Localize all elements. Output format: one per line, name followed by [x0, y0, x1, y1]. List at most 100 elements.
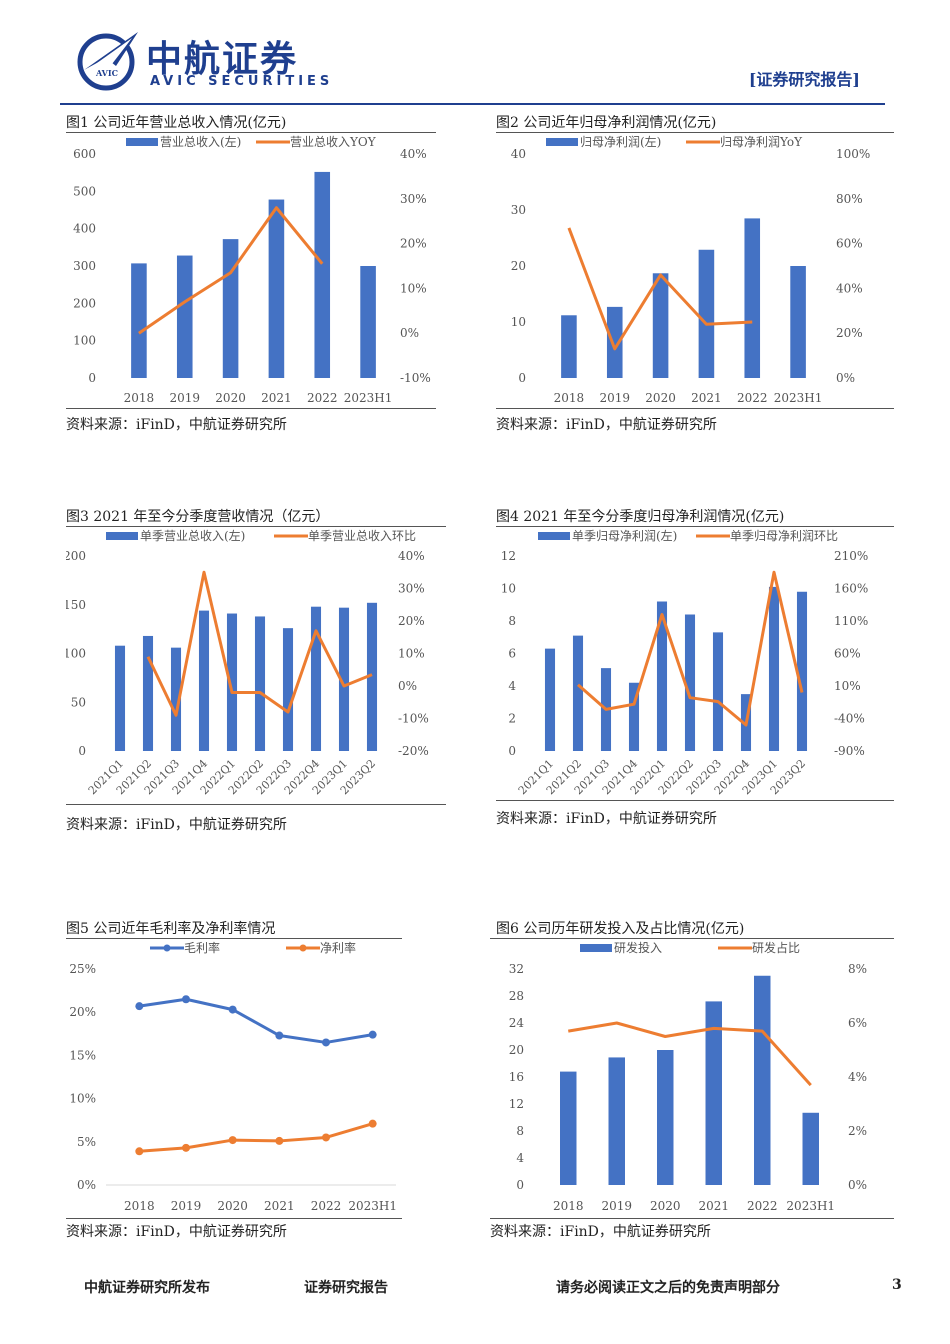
company-logo: AVIC 中航证券 AVIC SECURITIES: [76, 28, 336, 98]
figure-top-rule: [496, 526, 894, 527]
figure-top-rule: [496, 132, 894, 133]
x-axis-tick-label: 2020: [217, 1199, 248, 1213]
x-axis-tick-label: 2020: [645, 391, 676, 405]
bar: [170, 647, 182, 751]
right-axis-tick-label: 20%: [398, 614, 425, 628]
right-axis-tick-label: 160%: [834, 582, 868, 596]
right-axis-tick-label: 60%: [834, 647, 861, 661]
left-axis-tick-label: 10: [501, 582, 516, 596]
left-axis-tick-label: 25%: [69, 962, 96, 976]
avic-plane-icon: AVIC: [77, 32, 138, 91]
bar: [657, 1050, 674, 1185]
x-axis-tick-label: 2018: [553, 1199, 584, 1213]
left-axis-tick-label: 10: [511, 315, 526, 329]
series-line: [139, 997, 373, 1044]
data-point: [228, 1136, 237, 1145]
bar: [796, 591, 808, 751]
left-axis-tick-label: 50: [71, 695, 86, 709]
right-axis-tick-label: 2%: [848, 1124, 867, 1138]
x-axis-tick-label: 2020: [650, 1199, 681, 1213]
bar: [282, 628, 294, 751]
left-axis-tick-label: 20: [511, 259, 526, 273]
right-axis-tick-label: 0%: [836, 371, 855, 385]
right-axis-tick-label: 0%: [398, 679, 417, 693]
right-axis-tick-label: 40%: [398, 549, 425, 563]
x-axis-tick-label: 2018: [554, 391, 585, 405]
left-axis-tick-label: 400: [73, 222, 96, 236]
bar: [606, 306, 623, 378]
x-axis-tick-label: 2023H1: [774, 391, 823, 405]
figure-title: 图6 公司历年研发投入及占比情况(亿元): [496, 921, 745, 937]
figure-source: 资料来源：iFinD，中航证券研究所: [66, 417, 287, 433]
left-axis-tick-label: 300: [73, 259, 96, 273]
bar: [176, 255, 193, 378]
bar: [684, 614, 696, 751]
figure-title: 图4 2021 年至今分季度归母净利润情况(亿元): [496, 509, 785, 525]
right-axis-tick-label: 100%: [836, 147, 870, 161]
left-axis-tick-label: 100: [73, 334, 96, 348]
series-line: [146, 570, 373, 717]
right-axis-tick-label: 40%: [836, 281, 863, 295]
right-axis-tick-label: 110%: [834, 614, 868, 628]
figure-bottom-rule: [496, 408, 894, 409]
right-axis-tick-label: 210%: [834, 549, 868, 563]
legend-label: 营业总收入(左): [160, 134, 241, 149]
legend-label: 归母净利润YoY: [720, 135, 803, 149]
bar: [222, 239, 239, 378]
bar: [656, 601, 668, 751]
x-axis-tick-label: 2022: [307, 391, 338, 405]
bar: [628, 682, 640, 751]
series-line: [567, 227, 753, 351]
bar: [544, 648, 556, 751]
left-axis-tick-label: 8: [516, 1124, 524, 1138]
x-axis-tick-label: 2018: [124, 1199, 155, 1213]
left-axis-tick-label: 12: [501, 549, 516, 563]
bar: [754, 975, 771, 1185]
data-point: [322, 1038, 330, 1047]
bar: [768, 586, 780, 751]
data-point: [182, 995, 190, 1004]
data-point: [368, 1119, 377, 1128]
data-point: [182, 1143, 190, 1152]
right-axis-tick-label: -20%: [398, 744, 429, 758]
figure-bottom-rule: [66, 408, 436, 409]
header-divider: [60, 103, 885, 105]
figure-bottom-rule: [490, 1218, 894, 1219]
bar: [338, 607, 350, 751]
x-axis-tick-label: 2022: [747, 1199, 778, 1213]
footer-disclaimer: 请务必阅读正文之后的免责声明部分: [556, 1280, 780, 1296]
left-axis-tick-label: 5%: [77, 1135, 96, 1149]
x-axis-tick-label: 2023H1: [348, 1199, 397, 1213]
data-point: [228, 1005, 237, 1014]
chart-svg: 0% 5% 10% 15% 20% 25% 2018 2019 2020 2021 2022 2023…: [69, 940, 397, 1213]
right-axis-tick-label: -90%: [834, 744, 865, 758]
left-axis-tick-label: 8: [508, 614, 516, 628]
left-axis-tick-label: 600: [73, 147, 96, 161]
chart-svg: 024681012-90%-40%10%60%110%160%210%2021Q…: [501, 528, 869, 797]
chart-svg: 0 10 20 30 40 0% 20% 40% 60% 80% 100% 2018 2019 2020 2…: [511, 134, 871, 405]
x-axis-tick-label: 2022: [311, 1199, 342, 1213]
left-axis-tick-label: 200: [73, 296, 96, 310]
right-axis-tick-label: 8%: [848, 962, 867, 976]
right-axis-tick-label: 30%: [400, 192, 427, 206]
right-axis-tick-label: 20%: [400, 237, 427, 251]
logo-chinese-name: 中航证券: [146, 39, 299, 80]
left-axis-tick-label: 15%: [69, 1048, 96, 1062]
series-line: [138, 206, 324, 335]
figure-top-rule: [66, 938, 402, 939]
figure-bottom-rule: [496, 800, 894, 801]
right-axis-tick-label: 20%: [836, 326, 863, 340]
figure-source: 资料来源：iFinD，中航证券研究所: [496, 417, 717, 433]
x-axis-tick-label: 2020: [215, 391, 246, 405]
left-axis-tick-label: 10%: [69, 1092, 96, 1106]
right-axis-tick-label: 40%: [400, 147, 427, 161]
left-axis-tick-label: 24: [509, 1016, 525, 1030]
left-axis-tick-label: 100: [66, 647, 86, 661]
figure-title: 图1 公司近年营业总收入情况(亿元): [66, 115, 287, 131]
bar: [114, 645, 126, 751]
right-axis-tick-label: 10%: [834, 679, 861, 693]
left-axis-tick-label: 2: [508, 712, 516, 726]
left-axis-tick-label: 28: [509, 989, 524, 1003]
left-axis-tick-label: 0: [516, 1178, 524, 1192]
legend-label: 毛利率: [184, 940, 220, 955]
